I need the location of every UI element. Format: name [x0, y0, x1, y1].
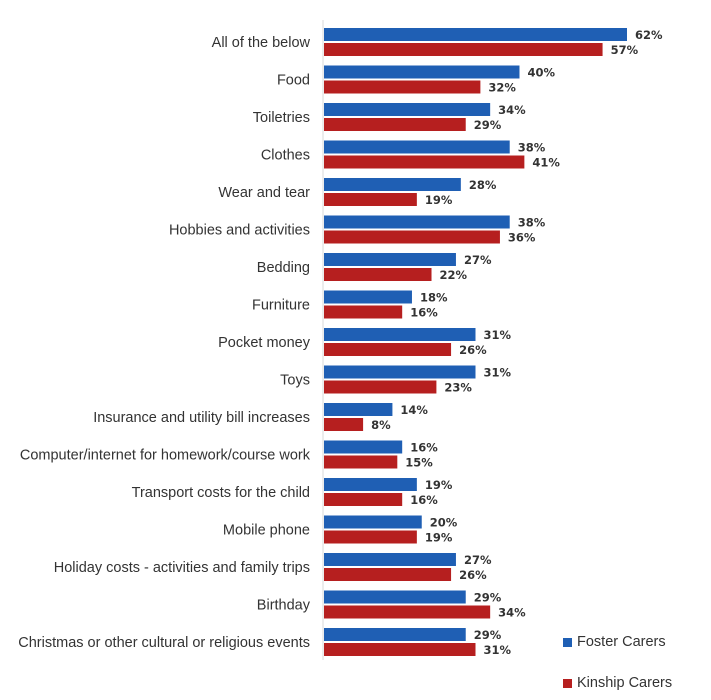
bars [324, 28, 627, 656]
bar-foster [324, 628, 466, 641]
legend-label-kinship: Kinship Carers [577, 675, 673, 691]
value-label: 19% [425, 193, 453, 207]
value-label: 38% [518, 141, 546, 155]
category-label: Birthday [257, 598, 311, 614]
value-label: 23% [444, 381, 472, 395]
bar-kinship [324, 155, 525, 169]
value-label: 27% [464, 553, 492, 567]
value-label: 16% [410, 306, 438, 320]
bar-kinship [324, 380, 437, 394]
value-label: 26% [459, 343, 487, 357]
category-label: Toys [280, 373, 310, 389]
bar-kinship [324, 268, 432, 281]
value-label: 57% [611, 43, 639, 57]
bar-foster [324, 65, 520, 79]
bar-foster [324, 328, 476, 341]
value-label: 29% [474, 118, 502, 132]
category-label: Hobbies and activities [169, 223, 310, 239]
legend-label-foster: Foster Carers [577, 634, 666, 650]
category-label: Furniture [252, 298, 310, 314]
bar-kinship [324, 80, 481, 94]
value-label: 27% [464, 253, 492, 267]
bar-kinship [324, 43, 603, 56]
value-label: 32% [488, 81, 516, 95]
bar-foster [324, 215, 510, 229]
value-label: 16% [410, 441, 438, 455]
bar-foster [324, 290, 412, 304]
value-label: 19% [425, 531, 453, 545]
bar-foster [324, 253, 456, 266]
value-label: 31% [484, 366, 512, 380]
category-label: Computer/internet for homework/course wo… [20, 448, 311, 464]
category-label: Insurance and utility bill increases [93, 410, 310, 426]
value-label: 20% [430, 516, 458, 530]
bar-foster [324, 28, 627, 41]
bar-kinship [324, 193, 417, 206]
bar-kinship [324, 305, 403, 319]
bar-foster [324, 440, 403, 454]
category-label: All of the below [212, 35, 311, 51]
value-label: 22% [440, 268, 468, 282]
value-label: 34% [498, 606, 526, 620]
value-label: 29% [474, 628, 502, 642]
value-label: 34% [498, 103, 526, 117]
bar-foster [324, 590, 466, 604]
category-label: Transport costs for the child [132, 485, 310, 501]
bar-foster [324, 178, 461, 191]
bar-kinship [324, 118, 466, 131]
value-label: 31% [484, 643, 512, 657]
legend-swatch-foster [563, 637, 572, 647]
bar-foster [324, 478, 417, 491]
value-label: 40% [527, 66, 555, 80]
category-label: Toiletries [253, 110, 310, 126]
category-label: Pocket money [218, 335, 311, 351]
category-labels: All of the below Food Toiletries Clothes Wea… [18, 35, 310, 651]
value-label: 19% [425, 478, 453, 492]
value-label: 62% [635, 28, 663, 42]
bar-kinship [324, 643, 476, 656]
value-label: 36% [508, 231, 536, 245]
legend-item-kinship: Kinship Carers [563, 675, 672, 691]
value-label: 41% [532, 156, 560, 170]
legend-item-foster: Foster Carers [563, 634, 666, 650]
value-label: 38% [518, 216, 546, 230]
category-label: Bedding [257, 260, 310, 276]
bar-kinship [324, 530, 417, 544]
value-label: 31% [484, 328, 512, 342]
value-label: 14% [400, 403, 428, 417]
bar-kinship [324, 493, 403, 506]
value-labels: 62%57%40%32%34%29%38%41%28%19%38%36%27%2… [371, 28, 663, 657]
bar-foster [324, 140, 510, 154]
value-label: 8% [371, 418, 391, 432]
bar-foster [324, 103, 491, 116]
bar-kinship [324, 455, 398, 469]
bar-foster [324, 515, 422, 529]
bar-kinship [324, 230, 500, 244]
value-label: 28% [469, 178, 497, 192]
value-label: 16% [410, 493, 438, 507]
value-label: 29% [474, 591, 502, 605]
bar-foster [324, 365, 476, 379]
category-label: Clothes [261, 148, 310, 164]
value-label: 26% [459, 568, 487, 582]
bar-foster [324, 403, 393, 416]
bar-kinship [324, 343, 452, 356]
value-label: 18% [420, 291, 448, 305]
value-label: 15% [405, 456, 433, 470]
bar-foster [324, 553, 456, 566]
bar-kinship [324, 605, 491, 619]
bar-kinship [324, 418, 364, 431]
category-label: Food [277, 73, 310, 89]
category-label: Mobile phone [223, 523, 310, 539]
category-label: Christmas or other cultural or religious… [18, 635, 310, 651]
bar-kinship [324, 568, 452, 581]
category-label: Holiday costs - activities and family tr… [54, 560, 310, 576]
legend-swatch-kinship [563, 678, 572, 688]
category-label: Wear and tear [218, 185, 310, 201]
